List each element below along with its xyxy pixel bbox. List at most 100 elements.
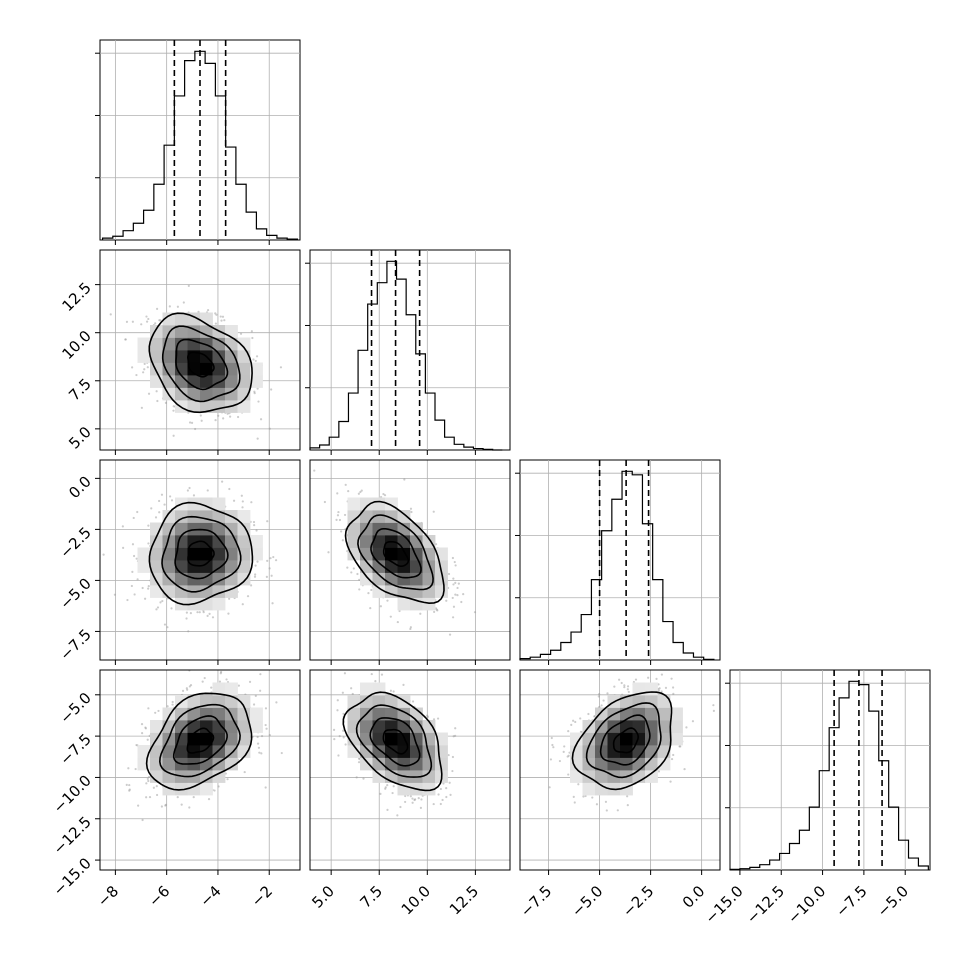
sample-point xyxy=(344,483,347,486)
sample-point xyxy=(214,419,217,422)
sample-point xyxy=(155,390,158,393)
sample-point xyxy=(141,586,144,590)
sample-point xyxy=(197,310,200,313)
density-cell xyxy=(632,707,646,721)
density-cell xyxy=(397,782,411,796)
sample-point xyxy=(657,770,661,773)
density-cell xyxy=(212,707,226,721)
x-tick-label: 12.5 xyxy=(446,882,482,918)
density-cell xyxy=(360,535,373,548)
sample-point xyxy=(141,732,144,735)
density-cell xyxy=(187,745,201,758)
sample-point xyxy=(270,574,273,577)
sample-point xyxy=(452,577,455,580)
scatter-panel-1-0 xyxy=(99,249,301,451)
density-cell xyxy=(632,682,646,696)
density-cell xyxy=(435,745,448,758)
y-tick-label: 10.0 xyxy=(58,327,94,363)
density-cell xyxy=(175,510,188,523)
panel-frame xyxy=(729,669,931,871)
density-cell xyxy=(645,695,658,708)
sample-point xyxy=(163,623,167,626)
x-tick-label: −5.0 xyxy=(874,882,912,920)
sample-point xyxy=(342,736,345,739)
density-cell xyxy=(250,375,263,388)
density-cell xyxy=(162,770,176,783)
sample-point xyxy=(252,520,256,524)
sample-point xyxy=(140,723,144,726)
sample-point xyxy=(155,307,159,310)
density-cell xyxy=(162,325,176,338)
sample-point xyxy=(207,798,211,801)
x-tick-label: −15.0 xyxy=(702,882,747,927)
y-tick-label: −15.0 xyxy=(50,854,95,899)
sample-point xyxy=(260,752,263,755)
panel-frame xyxy=(309,249,511,451)
sample-point xyxy=(170,499,174,502)
sample-point xyxy=(169,495,172,498)
density-cell xyxy=(225,682,238,696)
density-cell xyxy=(250,707,263,721)
density-cell xyxy=(385,707,398,721)
sample-point xyxy=(341,539,344,542)
density-cell xyxy=(670,732,683,746)
sample-point xyxy=(280,751,283,755)
sample-point xyxy=(327,551,330,554)
sample-point xyxy=(208,612,211,615)
density-cell xyxy=(372,560,386,573)
density-cell xyxy=(187,387,201,401)
density-cell xyxy=(670,720,683,733)
sample-point xyxy=(254,359,257,363)
sample-point xyxy=(157,709,160,713)
sample-point xyxy=(616,809,619,812)
sample-point xyxy=(379,605,382,608)
density-cell xyxy=(360,560,373,573)
density-cell xyxy=(200,782,213,796)
sample-point xyxy=(336,699,339,702)
sample-point xyxy=(187,630,190,633)
sample-point xyxy=(192,795,195,799)
density-cell xyxy=(212,720,226,733)
sample-point xyxy=(243,770,246,774)
sample-point xyxy=(456,586,459,590)
sample-point xyxy=(382,492,385,496)
density-cell xyxy=(187,400,201,413)
sample-point xyxy=(144,726,147,729)
density-cell xyxy=(422,757,436,771)
x-tick-label: 10.0 xyxy=(398,882,434,918)
sample-point xyxy=(148,795,152,799)
sample-point xyxy=(672,753,675,757)
sample-point xyxy=(131,320,134,323)
density-cell xyxy=(137,547,151,561)
density-cell xyxy=(237,337,251,351)
sample-point xyxy=(410,510,413,514)
density-cell xyxy=(372,572,386,586)
sample-point xyxy=(574,720,577,724)
sample-point xyxy=(171,703,174,706)
x-tick-label: −2.5 xyxy=(619,882,657,920)
sample-point xyxy=(206,489,209,492)
scatter-panel-2-1 xyxy=(309,459,511,661)
sample-point xyxy=(669,780,672,783)
density-cell xyxy=(150,585,163,598)
sample-point xyxy=(161,599,164,603)
density-cell xyxy=(175,387,188,401)
density-cell xyxy=(212,535,226,548)
sample-point xyxy=(627,690,630,694)
sample-point xyxy=(419,612,422,615)
sample-point xyxy=(196,611,199,614)
sample-point xyxy=(185,611,188,614)
sample-point xyxy=(172,434,175,437)
density-cell xyxy=(200,547,213,561)
sample-point xyxy=(606,692,609,695)
panel-content xyxy=(100,460,300,660)
density-cell xyxy=(162,522,176,536)
x-tick-label: −2 xyxy=(248,882,276,910)
sample-point xyxy=(168,305,171,308)
sample-point xyxy=(154,516,158,519)
density-cell xyxy=(595,770,608,783)
sample-point xyxy=(434,543,438,546)
sample-point xyxy=(125,320,129,323)
density-cell xyxy=(200,510,213,523)
contour-line xyxy=(174,528,229,580)
